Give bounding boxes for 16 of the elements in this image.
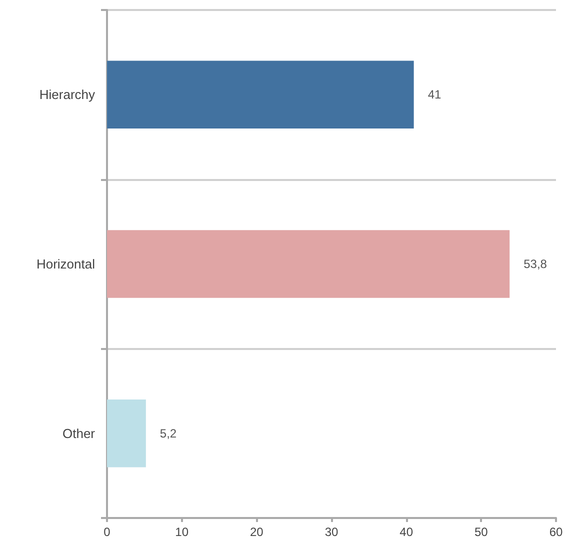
bar xyxy=(107,60,414,129)
x-tick-label: 20 xyxy=(250,525,264,539)
x-tick-label: 10 xyxy=(175,525,189,539)
y-tick-label: Other xyxy=(62,426,96,441)
x-tick-label: 40 xyxy=(400,525,414,539)
y-tick-label: Hierarchy xyxy=(39,87,96,102)
x-tick-label: 30 xyxy=(324,525,338,539)
y-tick-label: Horizontal xyxy=(36,256,96,272)
bar xyxy=(107,230,510,298)
data-label: 41 xyxy=(428,88,442,102)
x-tick-label: 60 xyxy=(549,525,563,539)
bar xyxy=(107,399,146,468)
x-tick-label: 50 xyxy=(474,525,488,539)
x-tick-label: 0 xyxy=(104,525,111,539)
data-label: 5,2 xyxy=(160,426,177,440)
data-label: 53,8 xyxy=(524,257,548,271)
